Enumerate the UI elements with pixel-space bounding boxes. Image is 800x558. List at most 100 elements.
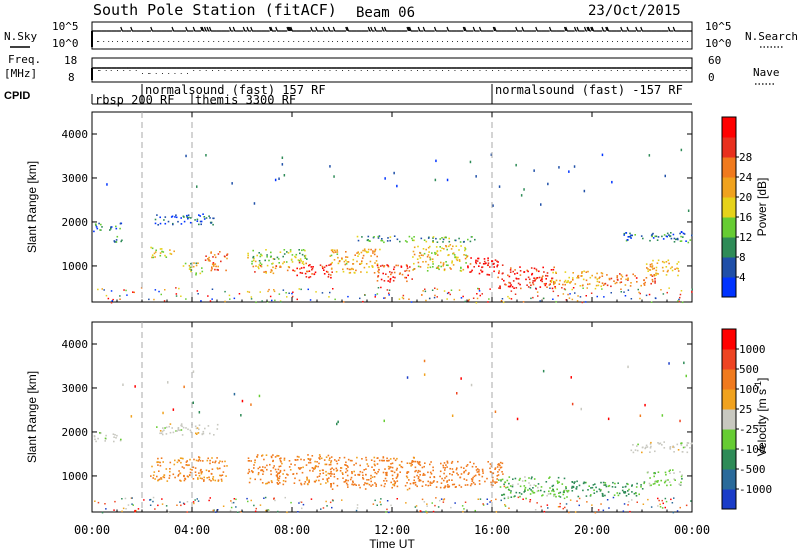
data-cell bbox=[499, 287, 501, 290]
data-cell bbox=[247, 457, 250, 459]
scatter-cell bbox=[490, 153, 493, 156]
nsearch-sample bbox=[357, 41, 358, 42]
data-cell bbox=[620, 278, 622, 280]
data-cell bbox=[266, 256, 268, 258]
data-cell bbox=[368, 483, 371, 486]
data-cell bbox=[454, 486, 457, 488]
data-cell bbox=[549, 280, 552, 282]
data-cell bbox=[447, 484, 449, 486]
noise-cell bbox=[285, 292, 287, 294]
noise-cell bbox=[482, 503, 484, 505]
noise-cell bbox=[329, 291, 331, 294]
data-cell bbox=[496, 481, 498, 483]
data-cell bbox=[574, 283, 577, 285]
data-cell bbox=[552, 489, 554, 491]
data-cell bbox=[304, 257, 307, 259]
data-cell bbox=[199, 215, 201, 217]
nave-sample bbox=[354, 70, 356, 71]
data-cell bbox=[378, 235, 381, 237]
data-cell bbox=[259, 262, 262, 264]
data-cell bbox=[348, 268, 351, 271]
data-cell bbox=[380, 484, 383, 487]
data-cell bbox=[463, 467, 465, 469]
noise-cell bbox=[472, 297, 475, 299]
nsearch-sample bbox=[612, 41, 613, 42]
data-cell bbox=[511, 485, 514, 488]
data-cell bbox=[629, 285, 632, 287]
data-cell bbox=[175, 216, 178, 219]
data-cell bbox=[488, 274, 491, 276]
data-cell bbox=[429, 463, 431, 466]
data-cell bbox=[386, 459, 388, 462]
data-cell bbox=[319, 455, 321, 458]
data-cell bbox=[352, 268, 354, 271]
data-cell bbox=[444, 477, 446, 479]
noise-cell bbox=[167, 511, 170, 514]
noise-cell bbox=[121, 510, 123, 513]
data-cell bbox=[547, 493, 550, 495]
velocity-panel-frame bbox=[91, 321, 693, 513]
data-cell bbox=[214, 461, 216, 464]
data-cell bbox=[475, 261, 477, 263]
data-cell bbox=[343, 456, 346, 459]
data-cell bbox=[188, 264, 191, 267]
data-cell bbox=[119, 227, 121, 230]
data-cell bbox=[325, 482, 327, 484]
colorbar-swatch bbox=[722, 157, 736, 178]
data-cell bbox=[529, 281, 531, 284]
velocity-colorbar-label-sup: -1 bbox=[753, 381, 763, 389]
data-cell bbox=[345, 251, 347, 253]
data-cell bbox=[335, 467, 338, 470]
data-cell bbox=[386, 264, 388, 266]
scatter-cell bbox=[393, 171, 395, 175]
data-cell bbox=[180, 223, 183, 225]
data-cell bbox=[405, 475, 408, 478]
data-cell bbox=[303, 483, 306, 485]
data-cell bbox=[327, 472, 330, 475]
nsearch-sample bbox=[642, 41, 643, 42]
data-cell bbox=[673, 472, 675, 474]
nave-sample bbox=[193, 70, 195, 71]
data-cell bbox=[507, 497, 510, 499]
data-cell bbox=[474, 474, 477, 477]
data-cell bbox=[540, 279, 542, 282]
data-cell bbox=[159, 432, 161, 435]
data-cell bbox=[643, 482, 645, 485]
data-cell bbox=[496, 264, 499, 266]
nsky-sample bbox=[286, 26, 290, 32]
data-cell bbox=[336, 469, 339, 471]
data-cell bbox=[225, 269, 227, 272]
data-cell bbox=[364, 250, 366, 252]
data-cell bbox=[408, 235, 411, 238]
data-cell bbox=[411, 461, 413, 464]
nsearch-sample bbox=[127, 41, 128, 42]
data-cell bbox=[392, 279, 395, 282]
data-cell bbox=[684, 446, 686, 448]
data-cell bbox=[115, 241, 118, 243]
noise-cell bbox=[668, 287, 670, 289]
data-cell bbox=[340, 467, 342, 469]
data-cell bbox=[484, 480, 486, 483]
nsky-sample bbox=[433, 26, 437, 32]
data-cell bbox=[310, 266, 313, 268]
noise-cell bbox=[237, 511, 239, 513]
data-cell bbox=[186, 460, 188, 462]
data-cell bbox=[541, 275, 544, 277]
data-cell bbox=[603, 484, 605, 486]
noise-cell bbox=[468, 298, 470, 301]
data-cell bbox=[523, 485, 526, 487]
data-cell bbox=[484, 263, 486, 265]
data-cell bbox=[197, 432, 199, 434]
nave-sample bbox=[287, 70, 288, 71]
data-cell bbox=[481, 475, 484, 478]
noise-cell bbox=[176, 504, 178, 506]
data-cell bbox=[349, 459, 352, 462]
noise-cell bbox=[620, 291, 622, 293]
data-cell bbox=[285, 261, 288, 263]
data-cell bbox=[203, 216, 206, 218]
data-cell bbox=[619, 281, 621, 284]
data-cell bbox=[334, 459, 336, 461]
nave-sample bbox=[149, 73, 151, 74]
noise-cell bbox=[326, 505, 328, 507]
data-cell bbox=[186, 475, 189, 477]
